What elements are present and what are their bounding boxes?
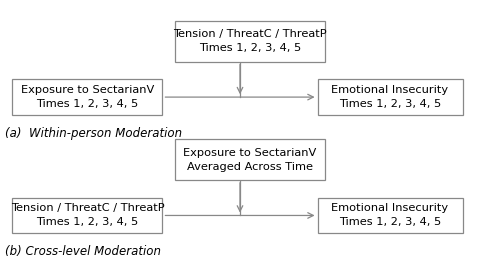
Text: Exposure to SectarianV
Averaged Across Time: Exposure to SectarianV Averaged Across T… bbox=[184, 148, 316, 172]
FancyBboxPatch shape bbox=[12, 197, 162, 234]
Text: Emotional Insecurity
Times 1, 2, 3, 4, 5: Emotional Insecurity Times 1, 2, 3, 4, 5 bbox=[332, 85, 448, 109]
Text: Tension / ThreatC / ThreatP
Times 1, 2, 3, 4, 5: Tension / ThreatC / ThreatP Times 1, 2, … bbox=[10, 203, 164, 227]
Text: Exposure to SectarianV
Times 1, 2, 3, 4, 5: Exposure to SectarianV Times 1, 2, 3, 4,… bbox=[21, 85, 154, 109]
Text: (a)  Within-person Moderation: (a) Within-person Moderation bbox=[5, 127, 182, 139]
FancyBboxPatch shape bbox=[175, 139, 325, 180]
FancyBboxPatch shape bbox=[318, 197, 462, 234]
FancyBboxPatch shape bbox=[175, 21, 325, 62]
Text: Emotional Insecurity
Times 1, 2, 3, 4, 5: Emotional Insecurity Times 1, 2, 3, 4, 5 bbox=[332, 203, 448, 227]
Text: (b) Cross-level Moderation: (b) Cross-level Moderation bbox=[5, 245, 161, 258]
Text: Tension / ThreatC / ThreatP
Times 1, 2, 3, 4, 5: Tension / ThreatC / ThreatP Times 1, 2, … bbox=[173, 29, 327, 53]
FancyBboxPatch shape bbox=[12, 79, 162, 115]
FancyBboxPatch shape bbox=[318, 79, 462, 115]
